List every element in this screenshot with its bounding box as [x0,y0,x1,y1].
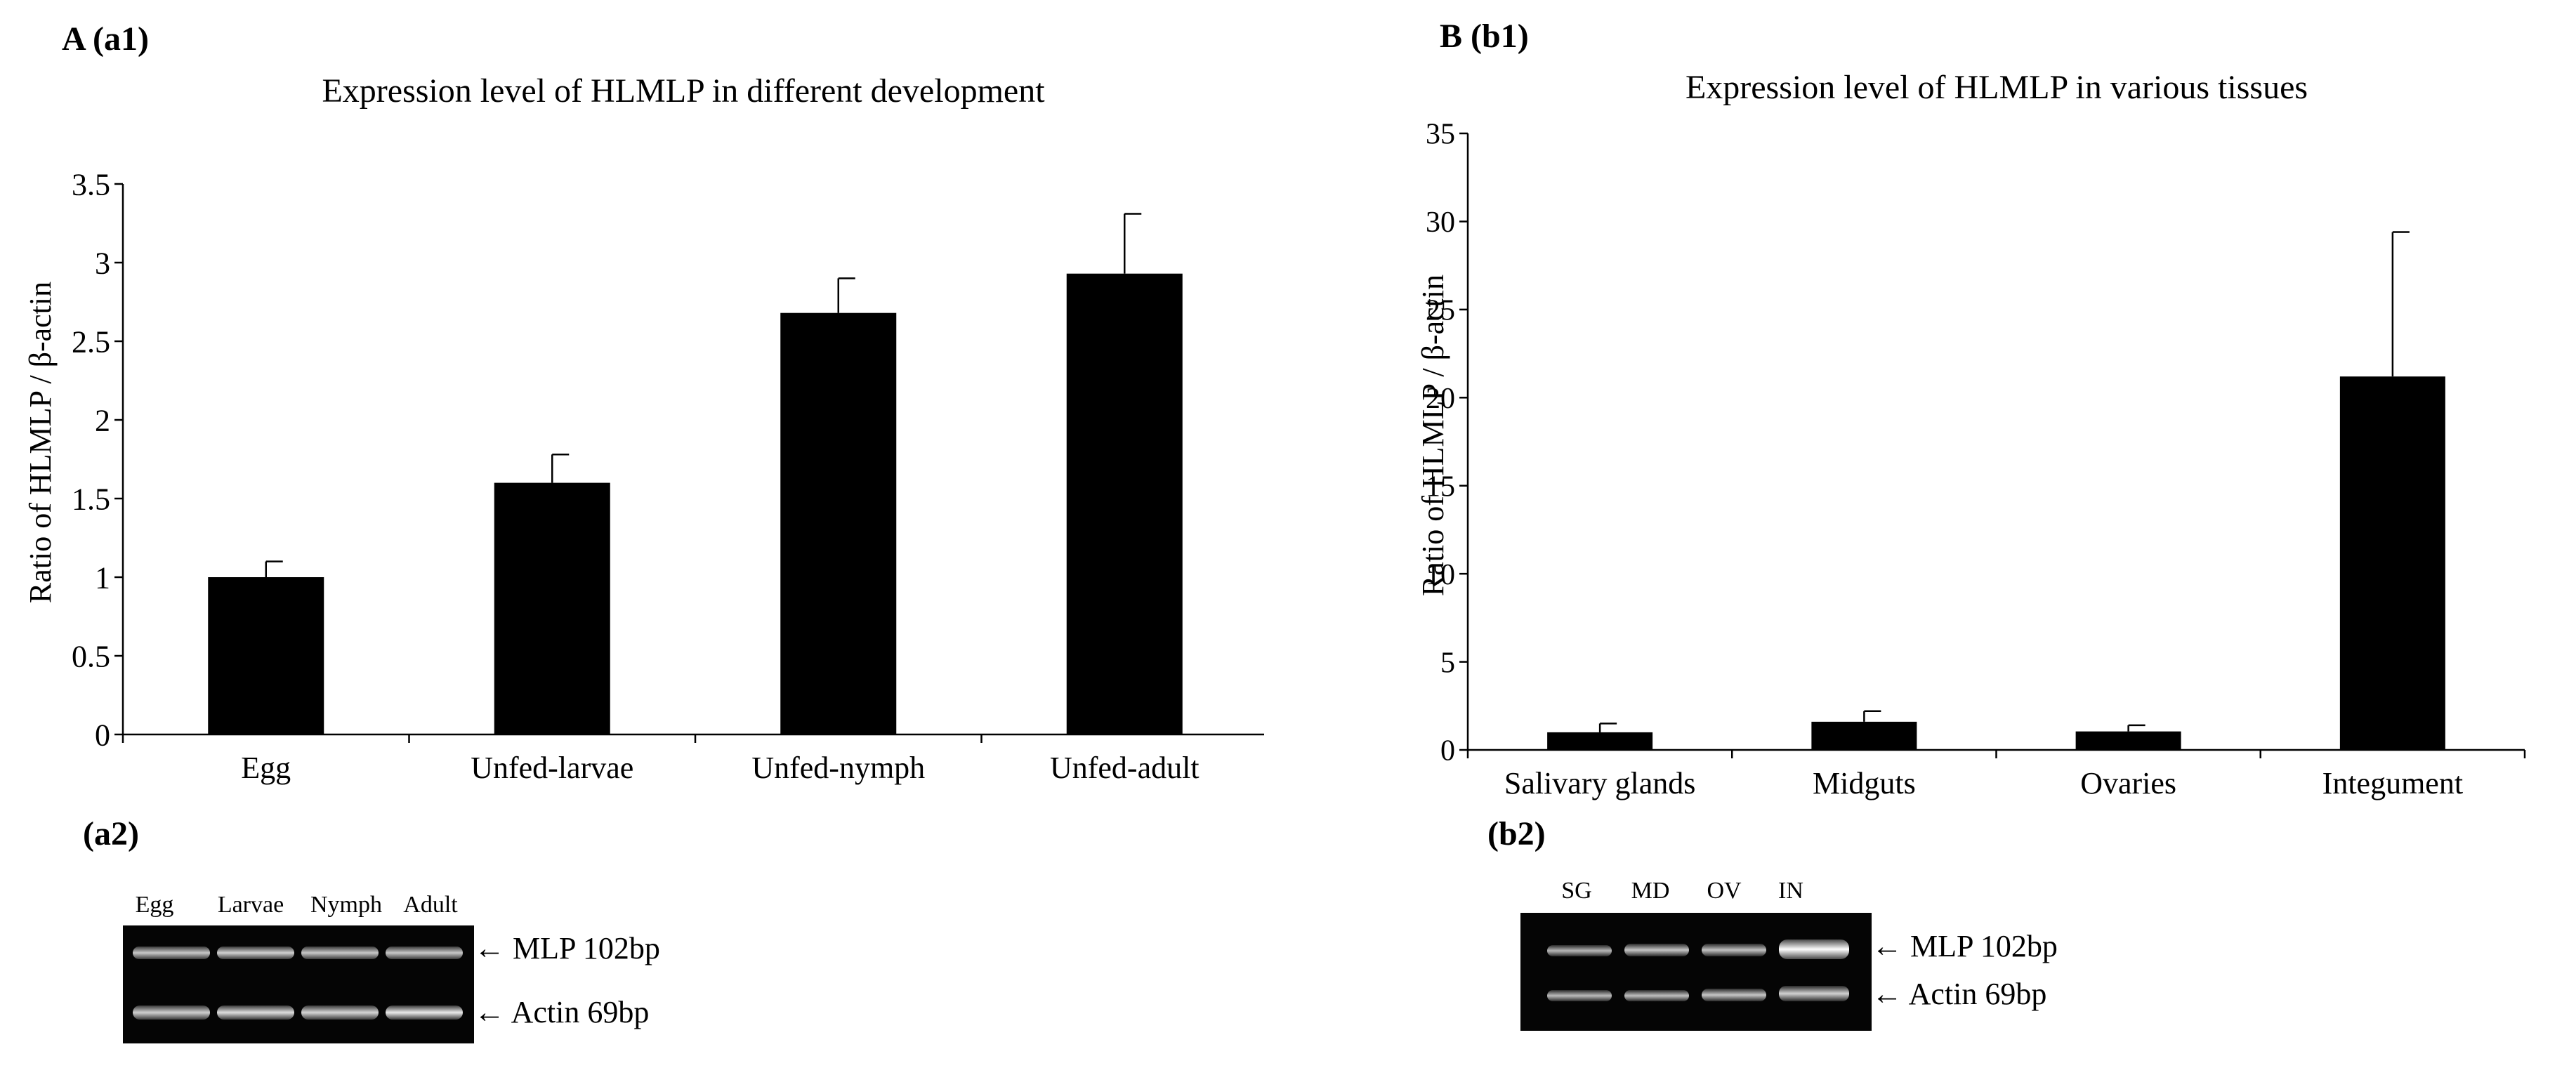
y-tick-label: 0 [95,718,110,752]
gel-band [1779,940,1849,959]
y-tick-label: 1.5 [72,482,110,516]
panel-a2-label: (a2) [83,815,139,852]
bar [494,482,610,734]
gel-lane-label: Nymph [310,892,382,918]
gel-band [133,947,210,959]
gel-lane-label: MD [1631,878,1670,904]
gel-band [133,1006,210,1020]
x-tick-label: Unfed-adult [1050,751,1200,785]
gel-band [1547,945,1612,956]
y-tick-label: 35 [1426,119,1455,151]
gel-band [301,947,379,959]
x-tick-label: Unfed-larvae [471,751,633,785]
gel-band [1702,944,1766,956]
x-tick-label: Midguts [1813,766,1916,800]
gel-band [1702,989,1766,1001]
panel-b2-label: (b2) [1487,815,1546,852]
y-tick-label: 30 [1426,206,1455,239]
bar [208,577,324,734]
gel-box [123,925,474,1043]
bar [1547,732,1653,750]
gel-band-label: ← Actin 69bp [474,995,650,1029]
panel-b-label: B (b1) [1440,18,1529,55]
chart-title: Expression level of HLMLP in different d… [322,72,1045,110]
bar [1066,273,1183,734]
bar [2075,731,2181,750]
y-axis-label: Ratio of HLMLP / β-actin [23,282,58,603]
gel-band-label: ← MLP 102bp [474,931,660,965]
bar [780,312,897,734]
gel-box [1520,913,1872,1031]
development-bar-chart: Expression level of HLMLP in different d… [23,72,1264,785]
gel-lane-label: Egg [135,892,174,918]
gel-band [1779,986,1849,1001]
gel-band [386,1006,463,1020]
tissue-bar-chart: Expression level of HLMLP in various tis… [1416,69,2526,800]
gel-lane-label: OV [1707,878,1742,904]
x-tick-label: Integument [2322,766,2463,800]
gel-image-tissues: SG MD OV IN ← MLP 102bp ← Actin 69bp [1475,0,2177,1068]
panel-a-label: A (a1) [62,20,149,58]
gel-band [1547,990,1612,1001]
y-tick-label: 0.5 [72,639,110,673]
bar [1811,721,1917,750]
gel-band [1624,944,1689,956]
gel-band-label: ← MLP 102bp [1872,929,2058,963]
gel-image-development: Egg Larvae Nymph Adult ← MLP 102bp ← Act… [0,0,702,1068]
y-tick-label: 5 [1440,647,1455,679]
x-tick-label: Salivary glands [1504,766,1696,800]
x-tick-label: Egg [241,751,291,785]
gel-band [1624,990,1689,1001]
y-tick-label: 10 [1426,559,1455,591]
gel-lane-label: Adult [403,892,458,918]
y-tick-label: 3.5 [72,167,110,202]
y-tick-label: 15 [1426,470,1455,503]
gel-band [217,947,294,959]
gel-band [386,947,463,959]
x-tick-label: Unfed-nymph [751,751,925,785]
gel-lane-label: SG [1561,878,1592,904]
y-tick-label: 20 [1426,383,1455,415]
gel-lane-label: IN [1778,878,1803,904]
y-tick-label: 2 [95,403,110,437]
gel-band-label: ← Actin 69bp [1872,977,2047,1011]
x-tick-label: Ovaries [2080,766,2176,800]
gel-band [217,1006,294,1020]
y-tick-label: 1 [95,560,110,595]
gel-band [301,1006,379,1020]
chart-title: Expression level of HLMLP in various tis… [1685,69,2308,106]
gel-lane-label: Larvae [217,892,284,918]
bar [2339,376,2445,750]
y-tick-label: 3 [95,246,110,280]
y-tick-label: 25 [1426,295,1455,327]
y-axis-label: Ratio of HLMLP / β-actin [1416,275,1450,596]
y-tick-label: 0 [1440,735,1455,767]
y-tick-label: 2.5 [72,324,110,359]
